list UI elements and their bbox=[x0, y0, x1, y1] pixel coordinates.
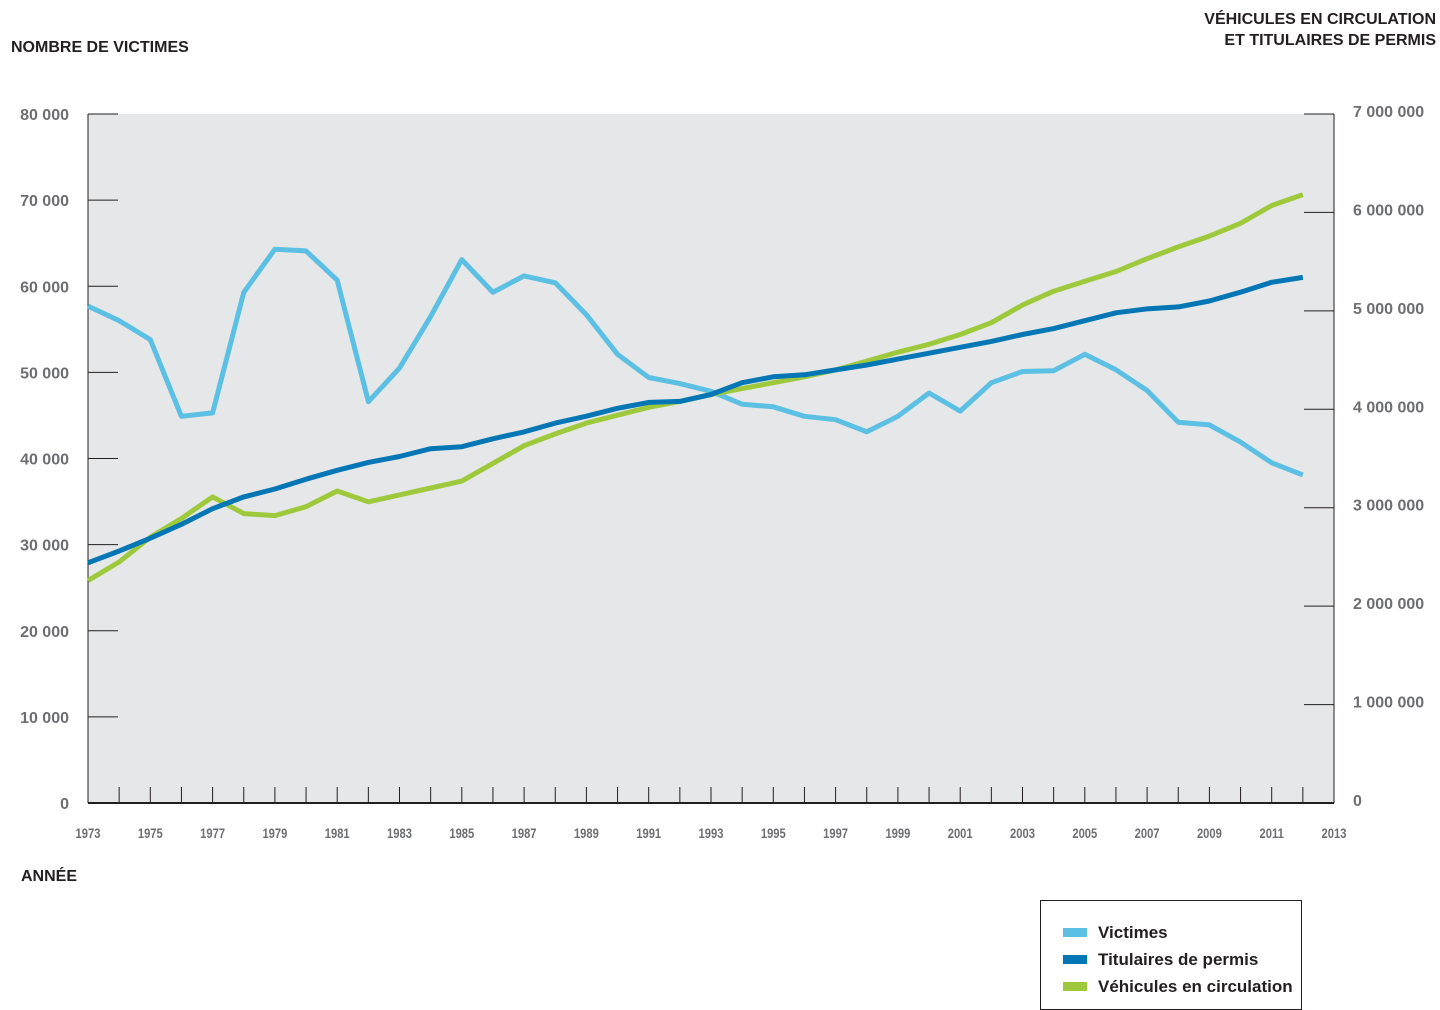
right-tick-label: 2 000 000 bbox=[1353, 596, 1424, 613]
x-tick-label: 1985 bbox=[449, 826, 474, 841]
x-tick-label: 1975 bbox=[138, 826, 163, 841]
left-tick-label: 60 000 bbox=[20, 279, 69, 296]
legend-label-titulaires: Titulaires de permis bbox=[1098, 949, 1259, 969]
right-tick-label: 1 000 000 bbox=[1353, 695, 1424, 712]
x-tick-label: 1993 bbox=[699, 826, 724, 841]
legend: Victimes Titulaires de permis Véhicules … bbox=[1040, 900, 1302, 1010]
right-tick-label: 3 000 000 bbox=[1353, 498, 1424, 515]
right-tick-label: 6 000 000 bbox=[1353, 202, 1424, 219]
x-tick-label: 2013 bbox=[1322, 826, 1347, 841]
right-tick-label: 4 000 000 bbox=[1353, 399, 1424, 416]
left-tick-label: 20 000 bbox=[20, 624, 69, 641]
left-tick-label: 0 bbox=[60, 796, 69, 813]
legend-label-victimes: Victimes bbox=[1098, 922, 1168, 942]
left-tick-label: 70 000 bbox=[20, 193, 69, 210]
plot-area bbox=[88, 114, 1334, 803]
right-axis-title-line2: ET TITULAIRES DE PERMIS bbox=[1224, 32, 1436, 49]
x-tick-label: 2007 bbox=[1135, 826, 1160, 841]
x-tick-label: 1979 bbox=[262, 826, 287, 841]
x-tick-label: 2005 bbox=[1072, 826, 1097, 841]
left-tick-label: 80 000 bbox=[20, 107, 69, 124]
x-tick-label: 1995 bbox=[761, 826, 786, 841]
x-tick-label: 1987 bbox=[512, 826, 537, 841]
left-tick-label: 30 000 bbox=[20, 538, 69, 555]
x-tick-label: 1997 bbox=[823, 826, 848, 841]
x-tick-label: 1983 bbox=[387, 826, 412, 841]
right-axis-title-line1: VÉHICULES EN CIRCULATION bbox=[1204, 11, 1436, 28]
x-tick-label: 2003 bbox=[1010, 826, 1035, 841]
x-tick-label: 1981 bbox=[325, 826, 350, 841]
legend-item-titulaires: Titulaires de permis bbox=[1063, 946, 1301, 973]
left-tick-label: 50 000 bbox=[20, 365, 69, 382]
x-tick-label: 1977 bbox=[200, 826, 225, 841]
legend-label-vehicules: Véhicules en circulation bbox=[1098, 976, 1293, 996]
x-tick-label: 1973 bbox=[76, 826, 101, 841]
legend-swatch-victimes bbox=[1063, 928, 1087, 937]
legend-swatch-titulaires bbox=[1063, 955, 1087, 964]
left-axis-title: NOMBRE DE VICTIMES bbox=[11, 39, 189, 56]
series-line-0 bbox=[86, 246, 1304, 478]
x-tick-label: 1991 bbox=[636, 826, 661, 841]
x-tick-label: 2009 bbox=[1197, 826, 1222, 841]
x-tick-label: 1999 bbox=[885, 826, 910, 841]
legend-item-vehicules: Véhicules en circulation bbox=[1063, 973, 1301, 1000]
x-tick-label: 1989 bbox=[574, 826, 599, 841]
right-axis-title: VÉHICULES EN CIRCULATION ET TITULAIRES D… bbox=[1204, 9, 1436, 51]
legend-swatch-vehicules bbox=[1063, 982, 1087, 991]
left-tick-label: 10 000 bbox=[20, 710, 69, 727]
legend-item-victimes: Victimes bbox=[1063, 919, 1301, 946]
right-tick-label: 0 bbox=[1353, 793, 1362, 810]
x-tick-label: 2001 bbox=[948, 826, 973, 841]
right-tick-label: 7 000 000 bbox=[1353, 104, 1424, 121]
series-line-1 bbox=[87, 274, 1304, 566]
x-axis-title: ANNÉE bbox=[21, 868, 78, 885]
x-tick-label: 2011 bbox=[1260, 826, 1284, 841]
left-tick-label: 40 000 bbox=[20, 452, 69, 469]
right-tick-label: 5 000 000 bbox=[1353, 301, 1424, 318]
